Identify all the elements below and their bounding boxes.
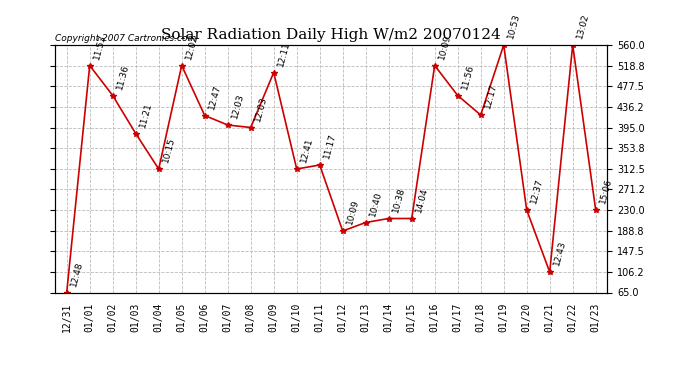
Text: 12:17: 12:17 — [483, 83, 498, 110]
Text: 11:17: 11:17 — [322, 133, 337, 160]
Text: 12:03: 12:03 — [230, 93, 246, 120]
Text: 14:04: 14:04 — [414, 186, 429, 213]
Text: Copyright 2007 Cartronics.com: Copyright 2007 Cartronics.com — [55, 33, 197, 42]
Text: 12:43: 12:43 — [552, 240, 567, 267]
Text: 15:06: 15:06 — [598, 178, 613, 205]
Text: 11:21: 11:21 — [138, 101, 153, 129]
Text: 10:15: 10:15 — [161, 136, 177, 164]
Text: 12:03: 12:03 — [253, 95, 268, 123]
Title: Solar Radiation Daily High W/m2 20070124: Solar Radiation Daily High W/m2 20070124 — [161, 28, 501, 42]
Text: 12:02: 12:02 — [184, 33, 199, 60]
Text: 12:11: 12:11 — [276, 40, 291, 68]
Text: 13:02: 13:02 — [575, 13, 591, 40]
Text: 10:53: 10:53 — [506, 13, 522, 40]
Text: 12:37: 12:37 — [529, 178, 544, 205]
Text: 10:40: 10:40 — [368, 190, 384, 217]
Text: 12:48: 12:48 — [69, 260, 84, 288]
Text: 10:09: 10:09 — [437, 33, 453, 60]
Text: 11:36: 11:36 — [115, 63, 130, 90]
Text: 12:47: 12:47 — [207, 83, 222, 111]
Text: 11:56: 11:56 — [460, 63, 475, 90]
Text: 10:38: 10:38 — [391, 186, 406, 213]
Text: 12:41: 12:41 — [299, 137, 315, 164]
Text: 10:09: 10:09 — [345, 199, 360, 226]
Text: 11:53: 11:53 — [92, 33, 108, 60]
